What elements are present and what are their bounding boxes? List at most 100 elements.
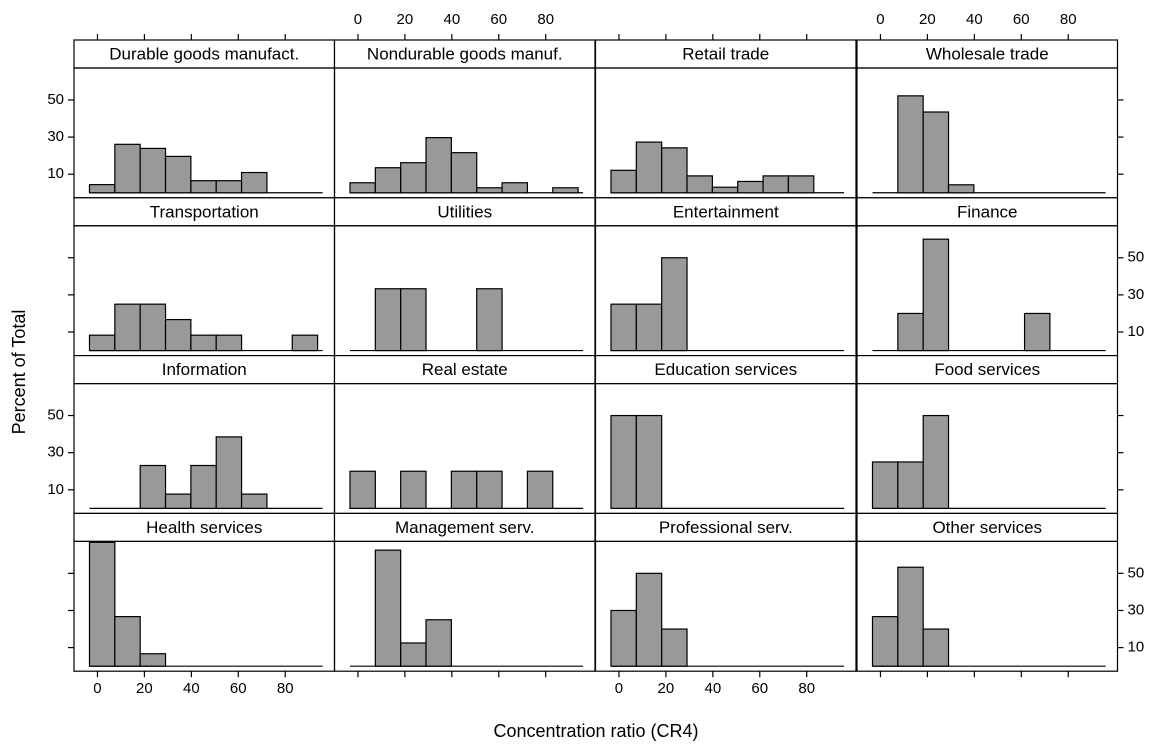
bar: [635, 141, 663, 194]
x-tick-label: 80: [1060, 11, 1077, 28]
bar: [240, 493, 268, 509]
bar: [762, 175, 790, 194]
bar: [425, 619, 452, 667]
bar: [88, 334, 116, 352]
bar: [190, 464, 217, 509]
bar: [922, 414, 950, 509]
y-tick-label: 50: [47, 407, 64, 424]
bar: [1023, 312, 1051, 352]
x-axis-title: Concentration ratio (CR4): [493, 721, 698, 741]
bar: [139, 147, 167, 194]
bar: [635, 414, 663, 509]
bar: [374, 549, 402, 667]
panel-title: Information: [162, 360, 247, 379]
bar: [88, 541, 116, 667]
x-tick-label: 60: [490, 11, 507, 28]
bar: [215, 180, 243, 194]
bar: [635, 572, 663, 667]
x-tick-label: 20: [136, 680, 153, 697]
panel-title: Utilities: [437, 202, 492, 221]
x-tick-label: 80: [798, 680, 815, 697]
strip: [73, 197, 336, 227]
bar: [349, 470, 376, 509]
bar: [476, 288, 503, 352]
panel-frame: [73, 67, 336, 199]
bar: [164, 493, 192, 509]
bar: [897, 566, 924, 667]
panel-frame: [856, 540, 1119, 672]
bar: [476, 470, 503, 509]
panel-frame: [333, 540, 596, 672]
bar: [610, 609, 637, 667]
panel-title: Real estate: [422, 360, 508, 379]
bar: [686, 175, 713, 194]
bar: [215, 436, 243, 509]
bar: [139, 464, 167, 509]
panel-frame: [856, 67, 1119, 199]
x-tick-label: 60: [1013, 11, 1030, 28]
bar: [871, 616, 899, 667]
bar: [190, 180, 217, 194]
panel-title: Durable goods manufact.: [109, 44, 299, 63]
bar: [114, 143, 141, 194]
bar: [374, 167, 402, 194]
bar: [114, 616, 141, 667]
bar: [400, 470, 427, 509]
strip: [333, 355, 596, 385]
bar: [526, 470, 554, 509]
x-tick-label: 80: [277, 680, 294, 697]
bar: [400, 162, 427, 194]
y-tick-label: 50: [1128, 564, 1145, 581]
bar: [374, 288, 402, 352]
x-tick-label: 40: [183, 680, 200, 697]
bar: [610, 303, 637, 352]
panel-title: Management serv.: [395, 518, 535, 537]
x-tick-label: 0: [93, 680, 101, 697]
x-tick-label: 0: [354, 11, 362, 28]
y-tick-label: 30: [47, 128, 64, 145]
panel-title: Finance: [957, 202, 1017, 221]
strip: [856, 355, 1119, 385]
panel-frame: [594, 540, 857, 672]
panel-title: Transportation: [150, 202, 259, 221]
bar: [661, 628, 688, 667]
strip: [594, 197, 857, 227]
bar: [610, 414, 637, 509]
bar: [476, 187, 503, 194]
bar: [400, 642, 427, 667]
y-tick-label: 10: [1128, 323, 1145, 340]
panel-title: Nondurable goods manuf.: [367, 44, 563, 63]
bar: [661, 147, 688, 194]
strip: [856, 197, 1119, 227]
y-tick-label: 50: [47, 91, 64, 108]
strip: [73, 512, 336, 543]
bar: [787, 175, 815, 194]
bar: [291, 334, 319, 352]
panel-title: Wholesale trade: [926, 44, 1049, 63]
bar: [450, 470, 478, 509]
x-tick-label: 20: [397, 11, 414, 28]
bar: [552, 187, 579, 194]
bar: [425, 137, 452, 194]
bar: [922, 628, 950, 667]
y-tick-label: 30: [1128, 286, 1145, 303]
bar: [139, 653, 167, 667]
bar: [897, 95, 924, 194]
bar: [349, 182, 376, 194]
y-tick-label: 30: [47, 444, 64, 461]
x-tick-label: 20: [658, 680, 675, 697]
panel-title: Education services: [654, 360, 797, 379]
strip: [73, 39, 336, 69]
bar: [947, 184, 975, 194]
bar: [400, 288, 427, 352]
bar: [501, 182, 529, 194]
y-axis-title: Percent of Total: [9, 310, 29, 435]
panel-title: Other services: [932, 518, 1042, 537]
strip: [594, 39, 857, 69]
bar: [88, 184, 116, 194]
bar: [610, 169, 637, 194]
x-tick-label: 20: [919, 11, 936, 28]
panel-title: Food services: [934, 360, 1040, 379]
